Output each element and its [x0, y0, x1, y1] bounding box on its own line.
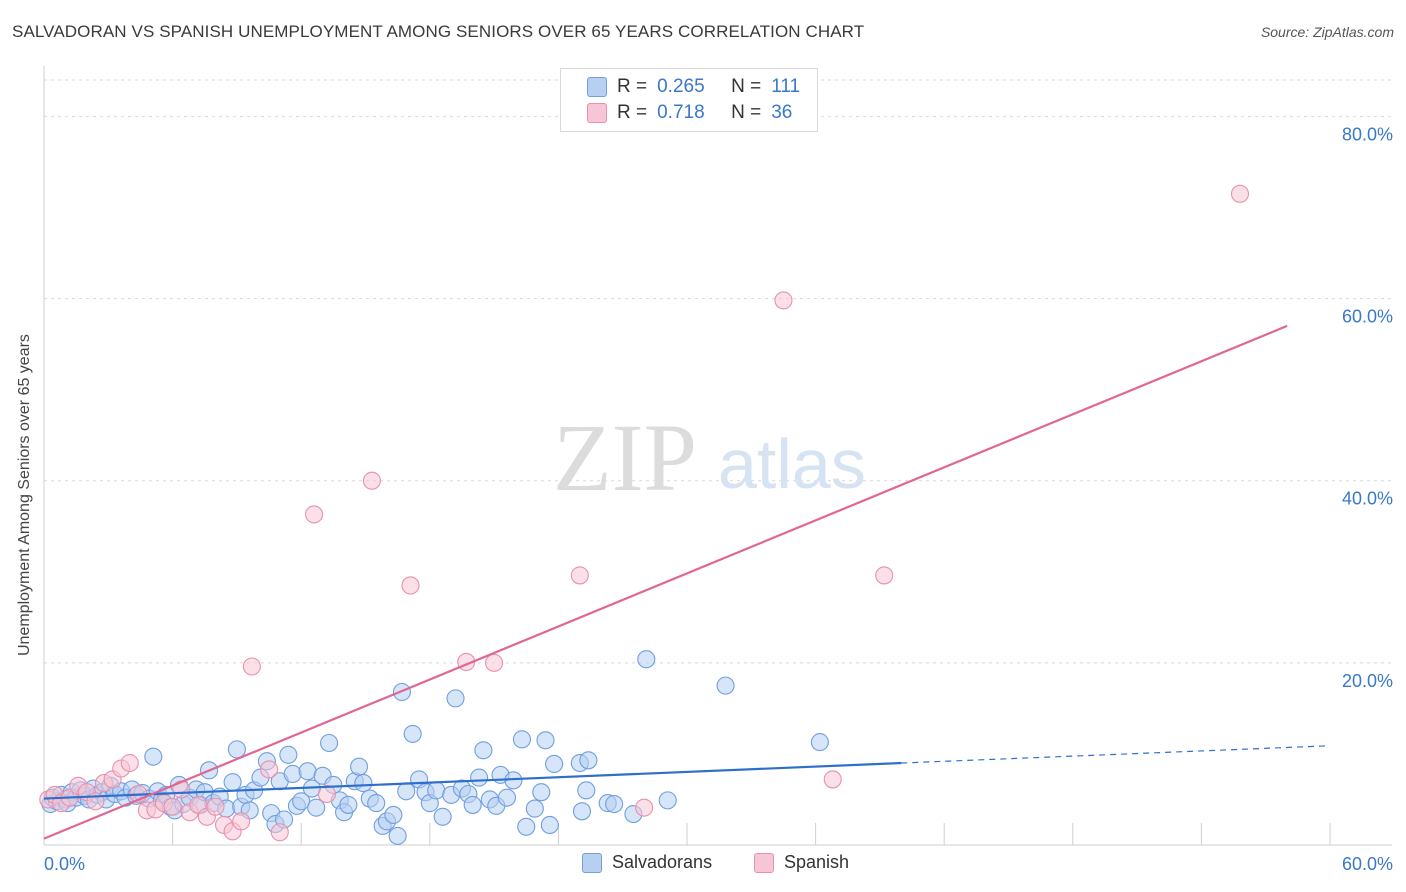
- n-label: N =: [731, 76, 762, 97]
- r-value: 0.265: [657, 76, 705, 97]
- salvadoran-point: [403, 724, 422, 743]
- spanish-trend-line: [43, 324, 1288, 840]
- salvadoran-point: [298, 762, 317, 781]
- salvadoran-trend-line: [43, 761, 902, 800]
- spanish-point: [823, 770, 842, 789]
- x-tick-label: 0.0%: [44, 854, 85, 874]
- salvadoran-point: [810, 733, 829, 752]
- salvadoran-point: [388, 826, 407, 845]
- salvadoran-point: [517, 817, 536, 836]
- correlation-legend: R = 0.265 N = 111 R = 0.718 N = 36: [560, 68, 818, 132]
- legend-label-salvadorans: Salvadorans: [612, 852, 713, 872]
- salvadoran-point: [283, 764, 302, 784]
- n-value: 111: [771, 76, 801, 97]
- source-label: Source: ZipAtlas.com: [1260, 24, 1394, 40]
- salvadoran-point: [144, 747, 163, 766]
- salvadoran-point: [320, 733, 339, 753]
- y-axis-label-wrap: Unemployment Among Seniors over 65 years: [16, 260, 40, 660]
- salvadoran-point: [532, 783, 551, 802]
- legend-item-salvadorans[interactable]: Salvadorans: [582, 852, 712, 873]
- y-axis-label: Unemployment Among Seniors over 65 years: [16, 334, 33, 656]
- r-label: R =: [617, 102, 648, 123]
- salvadoran-point: [463, 795, 482, 814]
- trend-lines: [43, 324, 1331, 840]
- salvadoran-point: [227, 740, 246, 759]
- salvadoran-point: [658, 791, 677, 810]
- spanish-point: [206, 797, 225, 816]
- salvadoran-point: [474, 741, 493, 760]
- watermark-atlas: atlas: [718, 425, 866, 503]
- r-label: R =: [617, 76, 648, 97]
- y-tick-label: 60.0%: [1342, 307, 1393, 327]
- legend-label-spanish: Spanish: [784, 852, 850, 872]
- salvadoran-point: [605, 794, 624, 814]
- salvadoran-point: [292, 792, 311, 811]
- salvadoran-point: [545, 754, 564, 773]
- spanish-point: [774, 291, 793, 310]
- salvadoran-point: [339, 795, 358, 814]
- n-value: 36: [771, 102, 793, 123]
- spanish-point: [401, 576, 420, 595]
- watermark: ZIP atlas: [553, 404, 866, 511]
- salvadoran-point: [223, 773, 242, 792]
- spanish-point: [270, 823, 289, 842]
- spanish-point: [362, 471, 381, 490]
- x-tick-label: 60.0%: [1342, 854, 1393, 874]
- spanish-point: [242, 657, 261, 676]
- spanish-point: [1230, 184, 1250, 203]
- salvadoran-point: [397, 782, 416, 801]
- legend-row-salvadorans: R = 0.265 N = 111: [587, 75, 800, 99]
- salvadoran-point: [279, 745, 298, 764]
- salvadoran-point: [579, 751, 598, 770]
- salvadoran-point: [354, 774, 373, 793]
- salvadoran-point: [470, 768, 489, 787]
- salvadorans-swatch: [587, 77, 607, 97]
- axes: [43, 66, 1392, 846]
- y-tick-label: 40.0%: [1342, 489, 1393, 509]
- salvadoran-point: [446, 689, 465, 708]
- r-value: 0.718: [657, 102, 705, 123]
- spanish-swatch: [587, 103, 607, 123]
- spanish-point: [232, 812, 251, 831]
- salvadoran-point: [433, 807, 452, 826]
- spanish-point: [120, 753, 139, 773]
- y-tick-label: 20.0%: [1342, 671, 1393, 691]
- salvadoran-trend-extension: [901, 745, 1331, 764]
- y-tick-label: 80.0%: [1342, 124, 1393, 144]
- data-points: [39, 184, 1250, 845]
- salvadoran-point: [536, 731, 555, 750]
- spanish-point: [317, 784, 336, 804]
- spanish-point: [259, 760, 279, 779]
- spanish-point: [635, 798, 654, 817]
- salvadoran-point: [572, 802, 592, 821]
- salvadoran-point: [540, 815, 559, 835]
- spanish-point: [875, 566, 894, 585]
- watermark-zip: ZIP: [553, 404, 697, 511]
- salvadoran-point: [512, 730, 532, 749]
- salvadoran-point: [716, 676, 735, 695]
- salvadoran-point: [637, 650, 656, 669]
- tick-labels: 20.0% 40.0% 60.0% 80.0% 0.0% 60.0%: [44, 124, 1393, 874]
- spanish-point: [570, 566, 589, 585]
- salvadoran-point: [577, 781, 596, 800]
- chart-title: SALVADORAN VS SPANISH UNEMPLOYMENT AMONG…: [12, 22, 865, 41]
- salvadoran-point: [384, 805, 403, 824]
- series-legend: Salvadorans Spanish: [0, 852, 1406, 878]
- legend-row-spanish: R = 0.718 N = 36: [587, 101, 792, 125]
- salvadoran-point: [350, 757, 369, 776]
- grid-lines: [44, 79, 1392, 664]
- spanish-legend-swatch: [754, 852, 774, 873]
- salvadoran-point: [307, 798, 326, 817]
- salvadoran-point: [497, 788, 517, 807]
- salvadoran-point: [427, 781, 446, 800]
- spanish-point: [163, 797, 182, 816]
- n-label: N =: [731, 102, 762, 123]
- salvadoran-point: [525, 799, 544, 818]
- salvadorans-legend-swatch: [582, 852, 602, 873]
- spanish-point: [305, 505, 324, 524]
- salvadoran-point: [367, 794, 386, 813]
- legend-item-spanish[interactable]: Spanish: [754, 852, 849, 873]
- spanish-point: [485, 653, 504, 672]
